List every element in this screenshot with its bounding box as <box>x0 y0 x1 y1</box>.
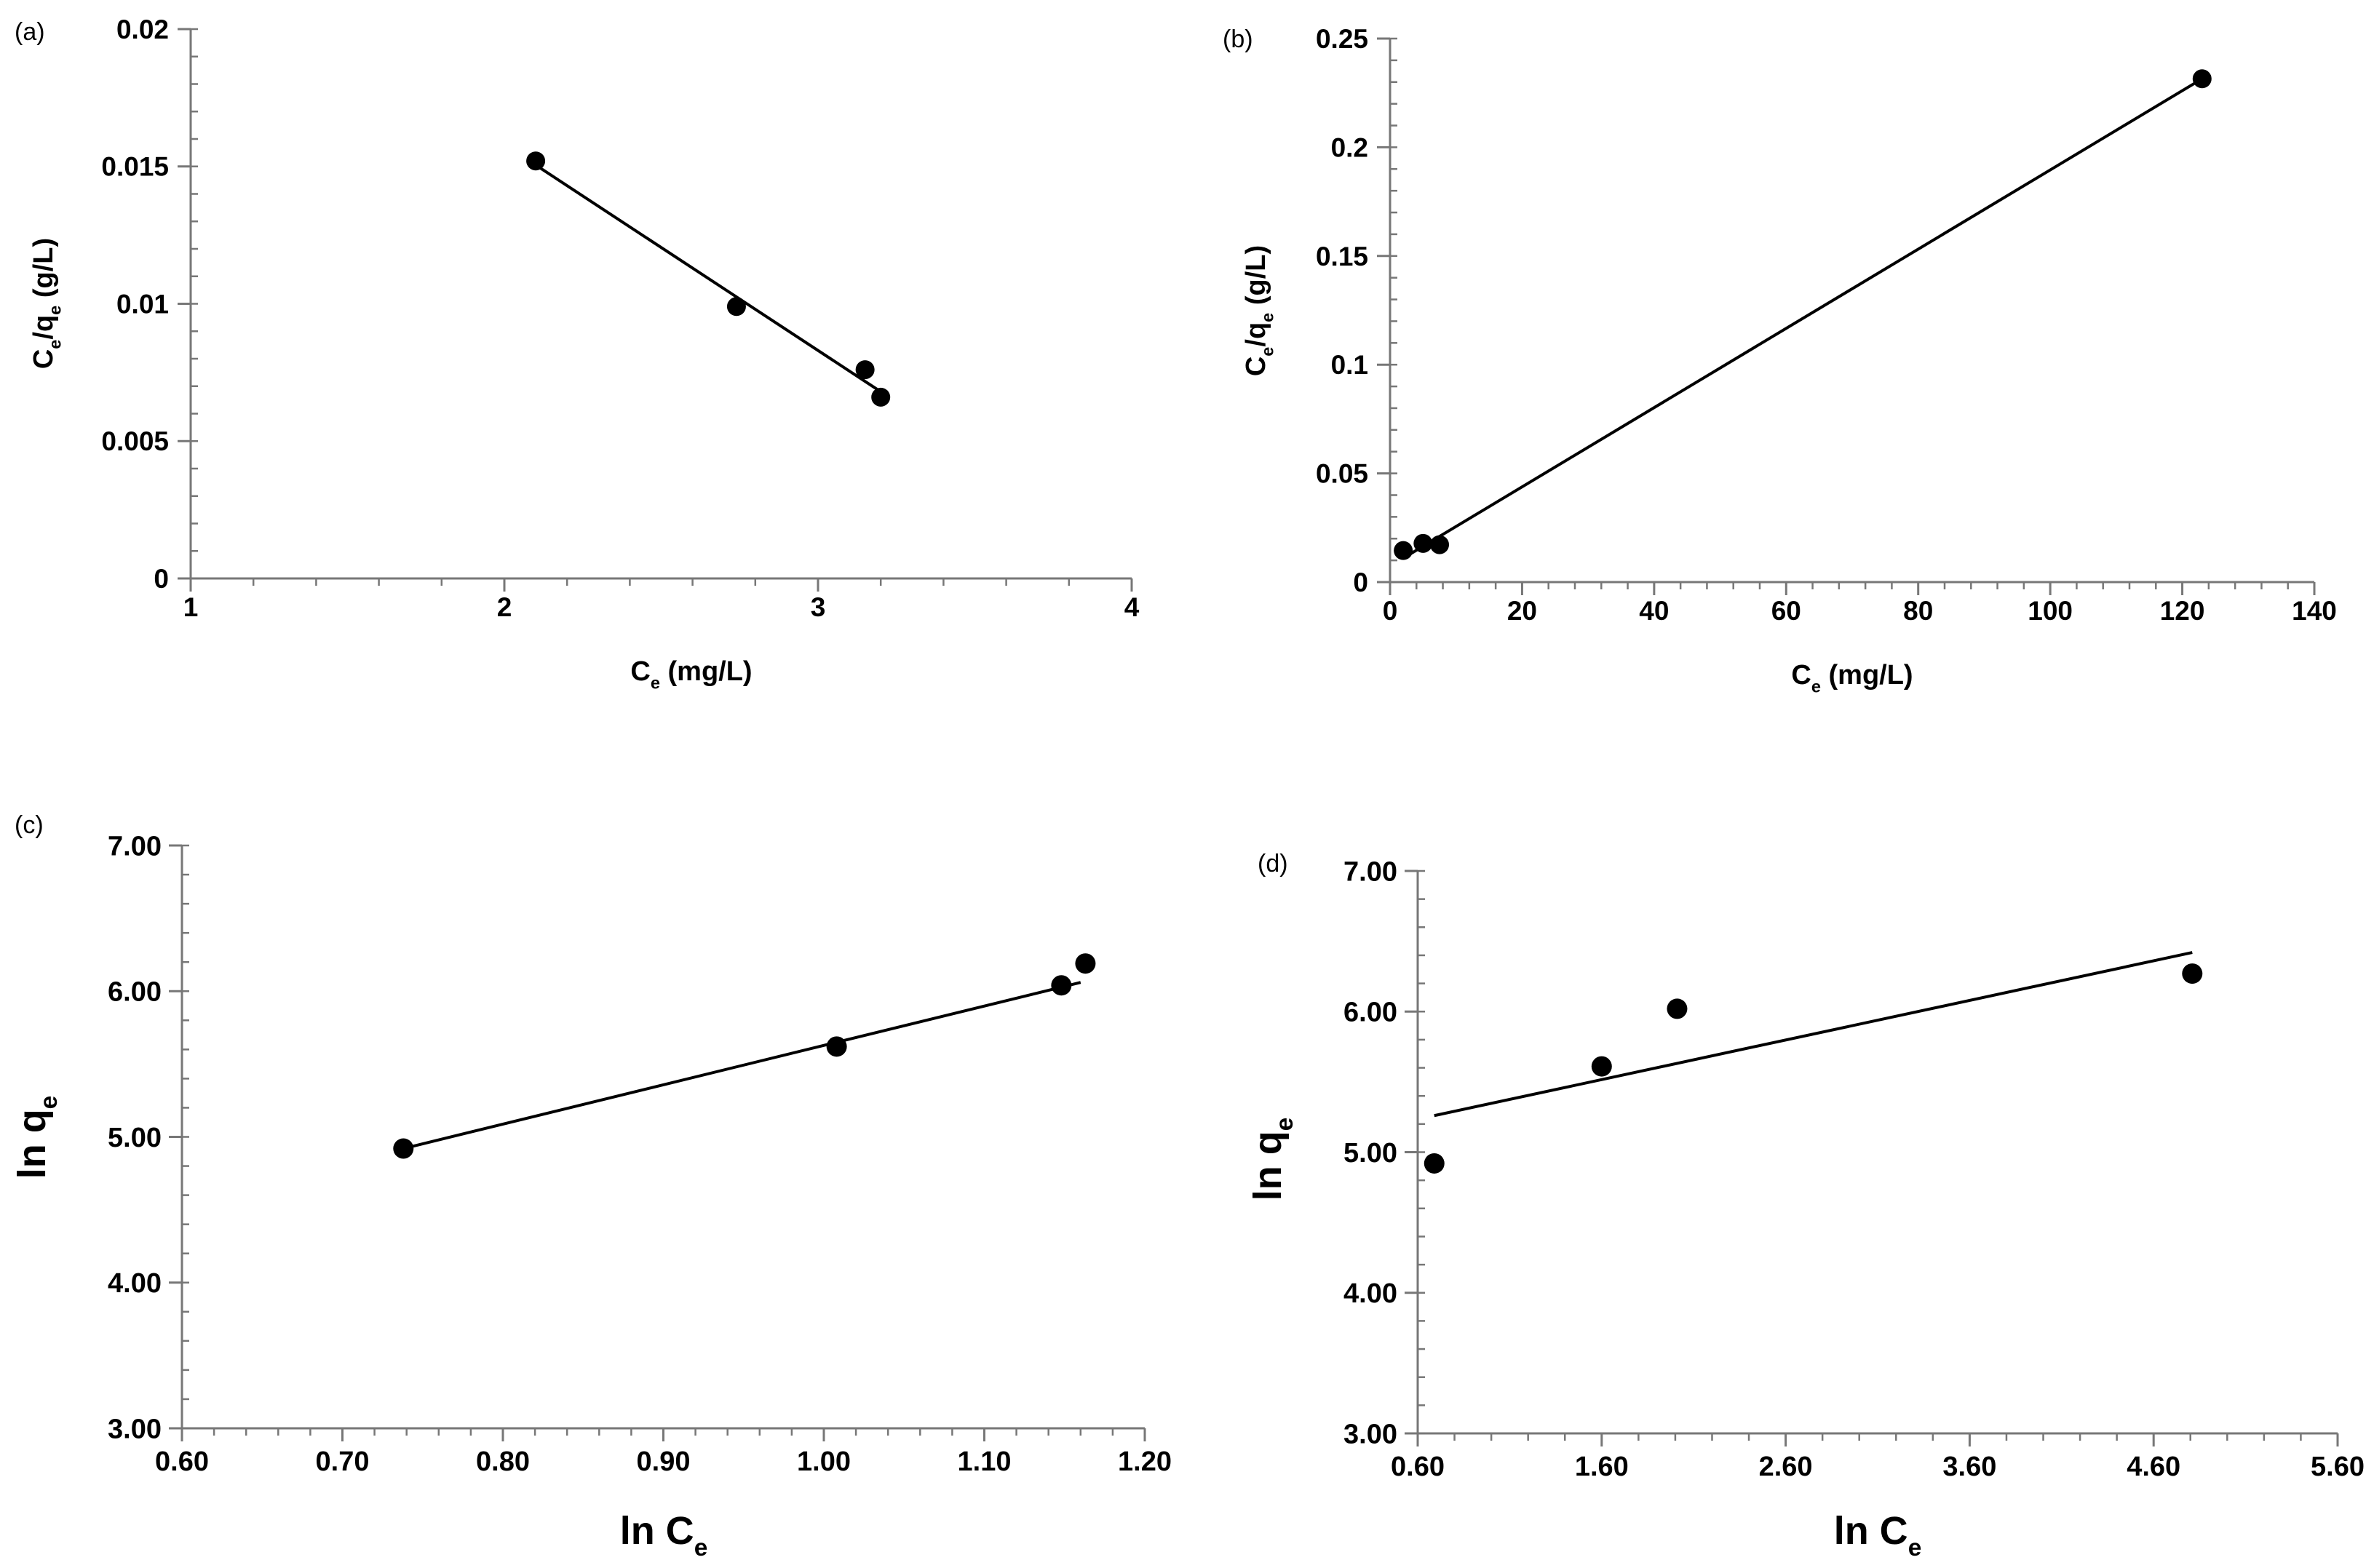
x-tick-label: 140 <box>2292 596 2337 626</box>
y-tick-label: 6.00 <box>108 977 162 1008</box>
data-point <box>1394 541 1413 560</box>
x-tick-label: 4.60 <box>2127 1452 2180 1482</box>
x-axis-title: ln Ce <box>620 1509 708 1561</box>
x-tick-label: 0.60 <box>1391 1452 1445 1482</box>
x-tick-label: 60 <box>1771 596 1801 626</box>
y-tick-label: 0.015 <box>101 152 169 182</box>
y-tick-label: 0 <box>1353 568 1368 597</box>
x-tick-label: 1 <box>183 592 199 622</box>
chart-panel-a: (a) 1 2 3 4 0 0.005 0.01 0.015 0.02 Ce (mg/L) Ce/qe… <box>15 15 1140 692</box>
x-tick-label: 0.70 <box>316 1446 370 1477</box>
data-point <box>826 1036 847 1057</box>
x-tick-label: 1.20 <box>1118 1446 1172 1477</box>
y-axis-title: ln qe <box>10 1096 63 1179</box>
panel-label: (c) <box>15 811 44 839</box>
panel-label: (d) <box>1258 850 1288 877</box>
x-tick-label: 3.60 <box>1942 1452 1996 1482</box>
y-tick-label: 0.02 <box>116 15 169 44</box>
y-tick-label: 0.25 <box>1316 24 1368 54</box>
fit-line <box>1434 951 2193 1118</box>
y-tick-label: 0.01 <box>116 289 169 319</box>
y-tick-label: 3.00 <box>108 1414 162 1444</box>
data-point <box>1051 975 1072 996</box>
y-tick-label: 4.00 <box>108 1268 162 1299</box>
data-point <box>393 1138 414 1159</box>
panel-label: (b) <box>1223 25 1253 53</box>
y-tick-label: 0 <box>154 564 169 594</box>
x-tick-label: 2 <box>497 592 512 622</box>
y-tick-label: 4.00 <box>1343 1278 1397 1309</box>
x-tick-label: 100 <box>2028 596 2073 626</box>
x-tick-label: 0.80 <box>476 1446 530 1477</box>
x-axis-title: Ce (mg/L) <box>630 656 752 692</box>
fit-line <box>528 159 882 393</box>
fit-line <box>1402 77 2203 560</box>
x-tick-label: 40 <box>1639 596 1669 626</box>
y-tick-label: 0.05 <box>1316 459 1368 489</box>
data-point <box>1413 533 1433 553</box>
x-tick-label: 3 <box>811 592 826 622</box>
y-tick-label: 0.2 <box>1331 132 1368 162</box>
y-tick-label: 0.15 <box>1316 242 1368 271</box>
data-point <box>726 297 746 317</box>
x-tick-label: 20 <box>1507 596 1537 626</box>
chart-panel-b: (b) 0 20 40 60 80 100 120 140 0 0.05 0.1 0.15 0.2 0.25… <box>1223 24 2337 696</box>
x-tick-label: 4 <box>1124 592 1140 622</box>
data-point <box>1430 535 1450 554</box>
data-point <box>2182 963 2203 984</box>
y-tick-label: 7.00 <box>1343 856 1397 887</box>
x-tick-label: 80 <box>1903 596 1933 626</box>
chart-panel-c: (c) 0.60 0.70 0.80 0.90 1.00 1.10 1.20 3.00 4.00 5… <box>10 811 1172 1561</box>
data-point <box>1591 1056 1612 1077</box>
data-point <box>526 151 546 171</box>
y-axis-title: ln qe <box>1246 1118 1298 1201</box>
panel-label: (a) <box>15 18 45 46</box>
y-tick-label: 6.00 <box>1343 998 1397 1028</box>
data-point <box>1424 1153 1445 1174</box>
y-tick-label: 5.00 <box>108 1123 162 1153</box>
fit-line <box>402 981 1081 1150</box>
x-tick-label: 1.60 <box>1575 1452 1629 1482</box>
x-tick-label: 2.60 <box>1759 1452 1813 1482</box>
x-tick-label: 1.10 <box>958 1446 1012 1477</box>
y-tick-label: 0.1 <box>1331 350 1368 380</box>
y-tick-label: 3.00 <box>1343 1419 1397 1449</box>
data-point <box>855 360 875 380</box>
x-tick-label: 5.60 <box>2311 1452 2365 1482</box>
y-axis-title: Ce/qe (g/L) <box>1241 245 1277 376</box>
y-axis-title: Ce/qe (g/L) <box>28 238 64 369</box>
x-axis-title: ln Ce <box>1834 1509 1922 1561</box>
data-point <box>1667 998 1688 1019</box>
x-axis-title: Ce (mg/L) <box>1791 660 1913 696</box>
y-tick-label: 0.005 <box>101 426 169 456</box>
x-tick-label: 120 <box>2160 596 2205 626</box>
chart-panel-d: (d) 0.60 1.60 2.60 3.60 4.60 5.60 3.00 4.00 5.00 6… <box>1246 850 2365 1561</box>
data-point <box>1075 953 1096 974</box>
x-tick-label: 0.90 <box>637 1446 691 1477</box>
data-point <box>2192 69 2212 89</box>
y-tick-label: 5.00 <box>1343 1138 1397 1169</box>
data-point <box>871 387 891 407</box>
y-tick-label: 7.00 <box>108 831 162 861</box>
x-tick-label: 0.60 <box>155 1446 209 1477</box>
x-tick-label: 0 <box>1383 596 1398 626</box>
x-tick-label: 1.00 <box>797 1446 851 1477</box>
